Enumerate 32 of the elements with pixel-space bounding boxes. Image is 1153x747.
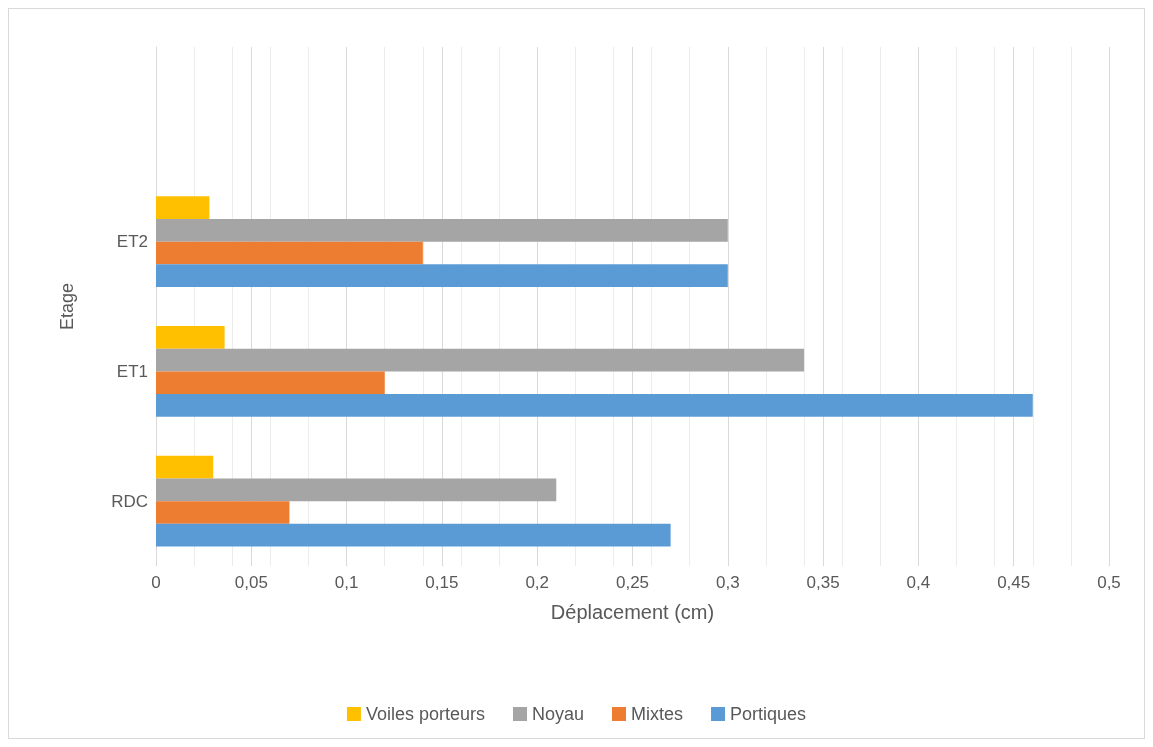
x-axis-title: Déplacement (cm) <box>550 601 715 623</box>
bar <box>156 325 225 349</box>
legend-label: Mixtes <box>631 704 684 724</box>
x-tick-label: 0,05 <box>234 573 268 592</box>
bar <box>156 241 423 265</box>
y-tick-label: RDC <box>111 491 148 511</box>
x-tick-label: 0,35 <box>806 573 840 592</box>
bar <box>156 478 557 502</box>
x-tick-label: 0,3 <box>715 573 740 592</box>
bar <box>156 455 214 479</box>
bar <box>156 501 290 524</box>
x-tick-label: 0,45 <box>997 573 1031 592</box>
y-tick-label: ET1 <box>116 361 148 381</box>
legend-label: Noyau <box>531 704 585 724</box>
y-tick-label: ET2 <box>116 232 148 252</box>
bar <box>156 218 728 242</box>
x-tick-label: 0,5 <box>1097 573 1121 592</box>
legend-label: Voiles porteurs <box>365 704 486 724</box>
legend-label: Portiques <box>730 704 807 724</box>
x-tick-label: 0,15 <box>425 573 459 592</box>
x-tick-label: 0,25 <box>615 573 650 592</box>
x-tick-label: 0,1 <box>334 573 359 592</box>
y-axis-title: Etage <box>57 282 77 331</box>
bar <box>156 371 385 395</box>
x-tick-label: 0,2 <box>525 573 550 592</box>
bar <box>156 394 1033 417</box>
x-tick-label: 0,4 <box>906 573 931 592</box>
bar <box>156 196 210 219</box>
bar <box>156 523 671 547</box>
bar <box>156 348 805 372</box>
x-tick-label: 0 <box>151 573 161 592</box>
bar <box>156 264 728 288</box>
